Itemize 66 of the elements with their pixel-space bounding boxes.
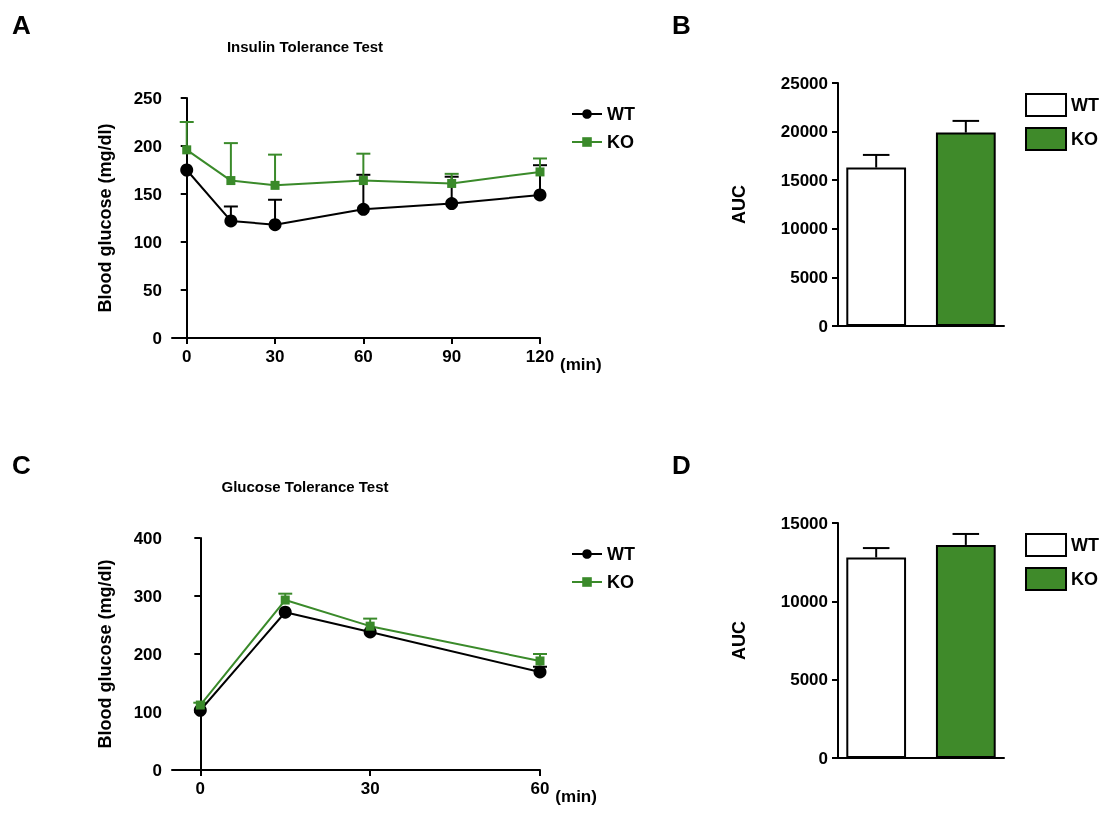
x-tick-label: 60 [530,779,550,798]
x-tick-label: 60 [353,347,373,366]
point [445,197,459,211]
y-tick-label: 50 [143,280,162,300]
text: C [12,450,31,480]
y-tick-label: 400 [133,528,162,548]
y-axis-title: AUC [729,621,749,660]
y-tick-label: 15000 [780,170,828,190]
legend-label: WT [1071,535,1099,555]
text: A [12,10,31,40]
y-tick-label: 5000 [790,670,828,690]
x-tick-label: 30 [360,779,380,798]
text: B [672,10,691,40]
point [278,605,292,619]
point [447,178,457,188]
y-tick-label: 100 [133,232,162,252]
legend-label: WT [1071,95,1099,115]
legend-label: KO [1071,129,1099,149]
y-tick-label: 100 [133,702,162,722]
chart-title: Glucose Tolerance Test [221,478,389,495]
y-tick-label: 0 [818,748,828,768]
legend-label: KO [607,572,635,592]
y-tick-label: 10000 [780,219,828,239]
point [280,595,290,605]
x-tick-label: 30 [265,347,285,366]
y-tick-label: 150 [133,184,162,204]
point [365,621,375,631]
y-axis-title: Blood glucose (mg/dl) [95,559,115,749]
y-tick-label: 5000 [790,267,828,287]
point [182,145,192,155]
y-tick-label: 0 [152,760,162,780]
x-tick-label: 120 [525,347,555,366]
y-axis-title: Blood glucose (mg/dl) [95,123,115,313]
point [270,180,280,190]
y-tick-label: 200 [133,644,162,664]
point [180,163,194,177]
y-tick-label: 300 [133,586,162,606]
y-tick-label: 0 [818,316,828,336]
legend-label: WT [607,104,635,124]
point [356,202,370,216]
legend-label: WT [607,544,635,564]
legend-label: KO [607,132,635,152]
point [358,176,368,186]
text: D [672,450,691,480]
y-tick-label: 20000 [780,122,828,142]
x-axis-title: (min) [555,787,597,806]
point [224,214,238,228]
point [195,700,205,710]
x-tick-label: 0 [195,779,206,798]
legend-label: KO [1071,569,1099,589]
y-tick-label: 200 [133,136,162,156]
x-axis-title: (min) [560,355,602,374]
y-tick-label: 0 [152,328,162,348]
point [533,665,547,679]
y-tick-label: 10000 [780,591,828,611]
y-tick-label: 25000 [780,73,828,93]
point [268,218,282,232]
x-tick-label: 0 [181,347,192,366]
point [533,188,547,202]
y-axis-title: AUC [729,185,749,224]
point [535,167,545,177]
y-tick-label: 250 [133,88,162,108]
chart-title: Insulin Tolerance Test [226,38,384,55]
x-tick-label: 90 [442,347,462,366]
point [226,176,236,186]
y-tick-label: 15000 [780,513,828,533]
